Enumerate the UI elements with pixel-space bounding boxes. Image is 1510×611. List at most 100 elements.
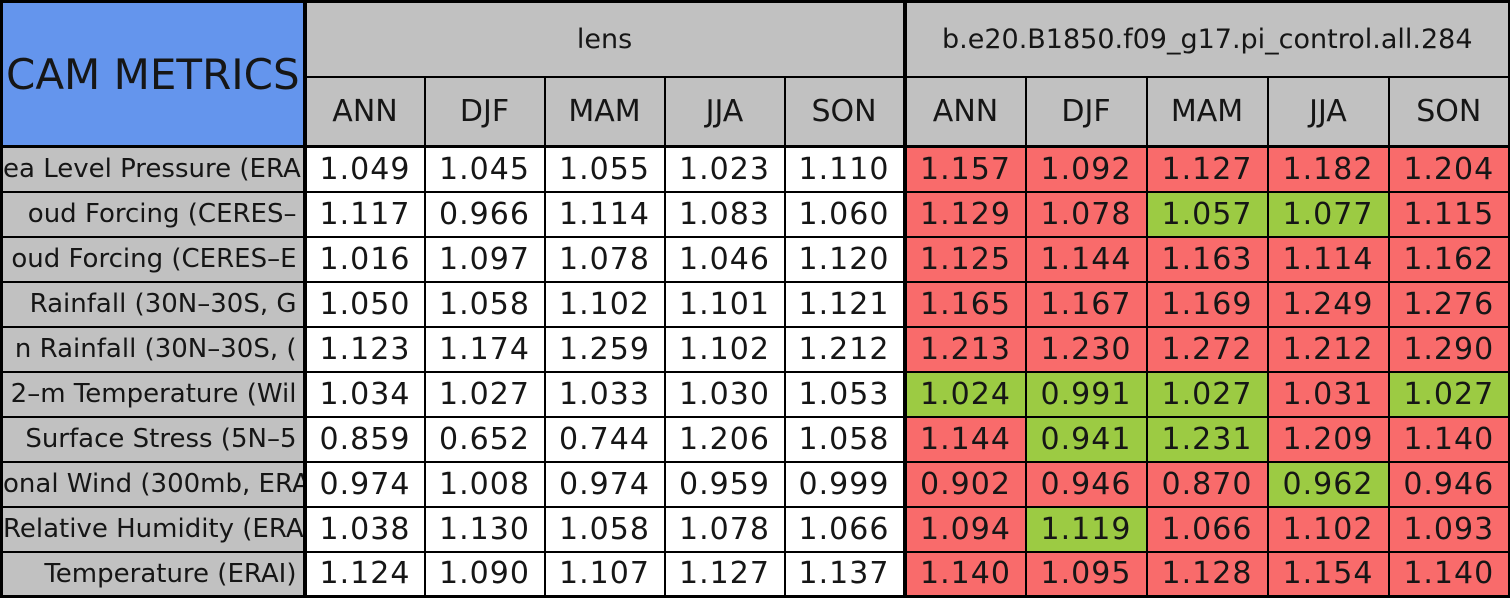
metric-value: 1.114	[1266, 235, 1390, 283]
metric-value: 0.941	[1024, 415, 1148, 463]
metric-value: 1.125	[902, 235, 1027, 283]
metric-value: 1.212	[1266, 325, 1390, 373]
metric-value: 0.966	[423, 190, 546, 238]
metric-value: 1.182	[1266, 145, 1390, 193]
metric-value: 1.016	[302, 235, 426, 283]
metric-value: 1.114	[543, 190, 666, 238]
metric-value: 1.144	[902, 415, 1027, 463]
metric-value: 1.128	[1145, 550, 1269, 598]
metric-value: 1.130	[423, 505, 546, 553]
metric-value: 1.144	[1024, 235, 1148, 283]
metric-value: 0.959	[663, 460, 786, 508]
metric-value: 1.066	[783, 505, 906, 553]
metric-value: 1.121	[783, 280, 906, 328]
table-title: CAM METRICS	[0, 0, 306, 148]
metric-value: 1.034	[302, 370, 426, 418]
table-row: Rainfall (30N–30S, G 1.050 1.058 1.102 1…	[0, 280, 1510, 328]
metric-value: 1.024	[902, 370, 1027, 418]
metric-value: 1.117	[302, 190, 426, 238]
table-row: oud Forcing (CERES– 1.117 0.966 1.114 1.…	[0, 190, 1510, 238]
metric-value: 1.123	[302, 325, 426, 373]
group-header-row: CAM METRICS lens b.e20.B1850.f09_g17.pi_…	[0, 0, 1510, 148]
metric-value: 0.946	[1024, 460, 1148, 508]
metric-value: 1.045	[423, 145, 546, 193]
metric-value: 1.213	[902, 325, 1027, 373]
metric-value: 1.102	[543, 280, 666, 328]
metric-value: 1.095	[1024, 550, 1148, 598]
metric-value: 1.090	[423, 550, 546, 598]
metric-value: 0.870	[1145, 460, 1269, 508]
metric-value: 1.140	[1387, 415, 1510, 463]
metric-value: 1.038	[302, 505, 426, 553]
metric-value: 1.066	[1145, 505, 1269, 553]
metric-value: 0.652	[423, 415, 546, 463]
metric-value: 1.230	[1024, 325, 1148, 373]
metric-value: 1.055	[543, 145, 666, 193]
metric-value: 0.859	[302, 415, 426, 463]
season-header-lens-ann: ANN	[302, 75, 426, 148]
metric-value: 1.124	[302, 550, 426, 598]
table-row: oud Forcing (CERES–E 1.016 1.097 1.078 1…	[0, 235, 1510, 283]
table-row: Surface Stress (5N–5 0.859 0.652 0.744 1…	[0, 415, 1510, 463]
metric-value: 0.946	[1387, 460, 1510, 508]
metric-value: 1.231	[1145, 415, 1269, 463]
metric-value: 1.094	[902, 505, 1027, 553]
metric-value: 1.107	[543, 550, 666, 598]
season-header-ctrl-son: SON	[1387, 75, 1510, 148]
metric-value: 1.097	[423, 235, 546, 283]
metric-value: 1.167	[1024, 280, 1148, 328]
metric-label: Rainfall (30N–30S, G	[0, 280, 306, 328]
cam-metrics-table: CAM METRICS lens b.e20.B1850.f09_g17.pi_…	[0, 0, 1510, 598]
metric-value: 1.046	[663, 235, 786, 283]
metric-value: 1.050	[302, 280, 426, 328]
metric-value: 1.083	[663, 190, 786, 238]
season-header-lens-djf: DJF	[423, 75, 546, 148]
season-header-row: ANN DJF MAM JJA SON ANN DJF MAM JJA SON	[2, 75, 1510, 148]
metric-value: 1.060	[783, 190, 906, 238]
metric-value: 1.058	[543, 505, 666, 553]
metric-value: 1.129	[902, 190, 1027, 238]
metric-value: 1.209	[1266, 415, 1390, 463]
metric-value: 1.127	[663, 550, 786, 598]
season-header-lens-jja: JJA	[663, 75, 786, 148]
group-header-lens: lens	[302, 0, 906, 78]
metric-value: 1.078	[1024, 190, 1148, 238]
metric-label: Temperature (ERAI)	[0, 550, 306, 598]
table-row: Temperature (ERAI) 1.124 1.090 1.107 1.1…	[0, 550, 1510, 598]
metric-value: 1.110	[783, 145, 906, 193]
metric-value: 1.008	[423, 460, 546, 508]
season-header-ctrl-jja: JJA	[1266, 75, 1390, 148]
metric-value: 0.991	[1024, 370, 1148, 418]
metric-value: 1.057	[1145, 190, 1269, 238]
metric-value: 1.077	[1266, 190, 1390, 238]
metric-label: Relative Humidity (ERAI	[0, 505, 306, 553]
metric-value: 1.165	[902, 280, 1027, 328]
metric-value: 1.102	[1266, 505, 1390, 553]
metric-value: 1.027	[1387, 370, 1510, 418]
metric-value: 1.127	[1145, 145, 1269, 193]
metric-value: 1.033	[543, 370, 666, 418]
metric-value: 1.140	[1387, 550, 1510, 598]
season-header-ctrl-ann: ANN	[902, 75, 1027, 148]
group-header-control-run: b.e20.B1850.f09_g17.pi_control.all.284	[902, 0, 1510, 78]
metric-value: 1.157	[902, 145, 1027, 193]
metric-value: 1.249	[1266, 280, 1390, 328]
season-header-ctrl-mam: MAM	[1145, 75, 1269, 148]
season-header-ctrl-djf: DJF	[1024, 75, 1148, 148]
metric-value: 1.092	[1024, 145, 1148, 193]
metric-value: 1.163	[1145, 235, 1269, 283]
metric-value: 1.078	[543, 235, 666, 283]
metric-value: 0.744	[543, 415, 666, 463]
metric-value: 0.902	[902, 460, 1027, 508]
season-header-lens-mam: MAM	[543, 75, 666, 148]
metric-value: 1.049	[302, 145, 426, 193]
metric-value: 1.276	[1387, 280, 1510, 328]
metric-value: 1.212	[783, 325, 906, 373]
metric-value: 1.154	[1266, 550, 1390, 598]
metric-label: oud Forcing (CERES–E	[0, 235, 306, 283]
table-row: onal Wind (300mb, ERA 0.974 1.008 0.974 …	[0, 460, 1510, 508]
metric-value: 1.140	[902, 550, 1027, 598]
metric-value: 1.169	[1145, 280, 1269, 328]
metric-value: 0.974	[543, 460, 666, 508]
metric-label: 2–m Temperature (Wil	[0, 370, 306, 418]
